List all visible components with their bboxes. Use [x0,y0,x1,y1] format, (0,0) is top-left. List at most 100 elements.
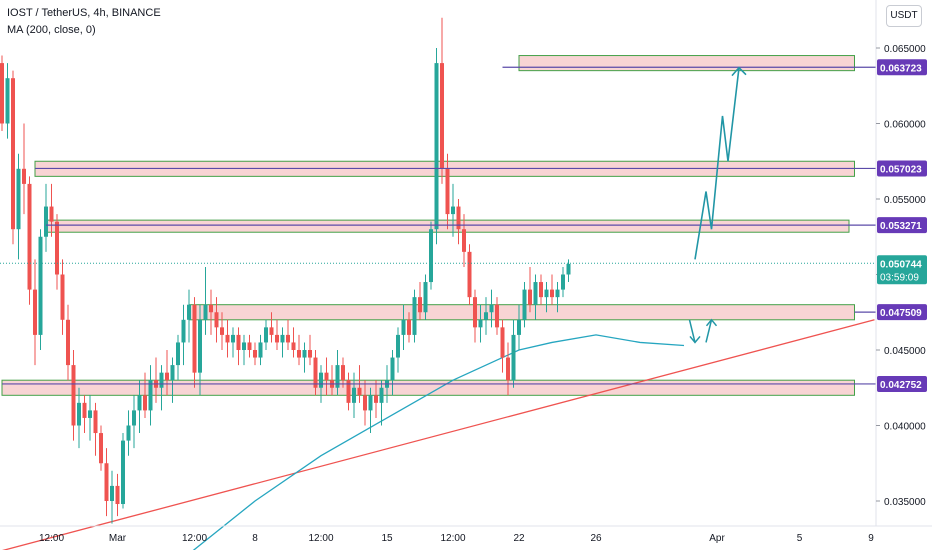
candle [44,183,48,252]
level-tag-bg [877,160,927,177]
level-tag-text: 0.047509 [880,308,922,319]
candle [60,259,65,335]
candle-body [269,327,274,335]
candle-body [44,206,48,237]
candle-body [93,410,98,434]
candle-body [456,206,461,230]
candle [456,199,461,245]
candle [390,350,395,396]
candle-body [467,251,472,298]
time-axis[interactable]: 12:00 Mar 12:00 8 12:00 15 12:00 22 26 Apr 5 9 [0,525,932,544]
candle [401,304,406,350]
candle [297,334,301,366]
candle-body [352,387,356,403]
candle-body [484,312,488,320]
candle [550,274,554,305]
candle [522,282,527,328]
candle [5,63,10,139]
moving-average-layer [192,334,685,550]
level-tag-0.057023: 0.057023 [877,160,927,177]
candle [181,304,186,366]
candle [462,214,466,267]
candle-body [143,395,147,411]
candle [253,342,257,366]
candle-body [275,334,279,343]
zone-rect-3[interactable] [188,304,855,321]
candle [484,297,488,335]
candle-body [159,372,164,388]
trend-line[interactable] [0,319,875,550]
time-tick-label: 9 [868,533,874,544]
candle-body [412,297,417,335]
projection-path[interactable] [694,67,740,260]
candle [22,123,26,215]
candle-body [418,297,422,313]
time-tick-label: 12:00 [308,533,333,544]
candle [445,153,450,230]
candle-body [478,319,483,328]
candle-body [544,289,549,298]
candle [269,312,274,343]
candle-body [176,342,180,366]
candle-body [5,78,10,124]
candle-body [423,282,428,313]
level-tag-0.042752: 0.042752 [877,375,927,392]
candle [126,410,131,456]
candle-body [451,206,455,215]
candle [104,448,109,517]
time-tick-label: 12:00 [39,533,64,544]
candle-body [313,357,318,388]
candle [275,319,279,350]
candle [242,334,246,366]
candle [451,183,455,237]
candle-body [187,304,191,320]
candle [379,380,384,426]
candle [489,289,494,328]
candle-body [209,304,213,313]
candle [495,297,499,335]
candle [561,266,565,298]
candle-body [319,372,323,388]
candle-body [88,410,92,418]
candle [324,357,329,396]
candle-body [335,365,340,388]
candle-body [550,289,554,298]
level-tag-text: 0.057023 [880,164,922,175]
zone-rect-0[interactable] [518,55,855,72]
candle [115,473,120,517]
candle [110,470,114,524]
candle-body [280,334,285,343]
candle [544,282,549,313]
candle [368,387,373,434]
levels-layer [0,66,876,385]
candle [231,327,235,358]
candle-body [27,183,32,290]
candle-body [99,433,103,464]
zone-rect-4[interactable] [1,379,855,396]
time-tick-label: 22 [513,533,525,544]
candle-body [60,274,65,320]
candle-body [170,365,175,381]
candle [528,266,532,313]
candle-body [374,395,378,403]
price-tick-label: 0.055000 [884,195,926,206]
candle [363,380,367,426]
candle-body [390,357,395,381]
candle-body [126,425,131,441]
indicator-legend[interactable]: MA (200, close, 0) [7,24,96,36]
currency-button[interactable]: USDT [886,5,922,27]
candle-body [165,372,169,381]
candle-body [363,395,367,411]
candle-body [341,365,345,381]
candle [423,274,428,320]
candle [121,433,125,509]
candle-body [522,289,527,320]
candle-body [500,327,505,358]
candle-body [71,365,76,426]
trendline-layer [0,319,875,550]
level-tag-0.047509: 0.047509 [877,304,927,321]
candle [478,304,483,343]
candle [566,259,571,283]
symbol-title[interactable]: IOST / TetherUS, 4h, BINANCE [7,7,161,19]
